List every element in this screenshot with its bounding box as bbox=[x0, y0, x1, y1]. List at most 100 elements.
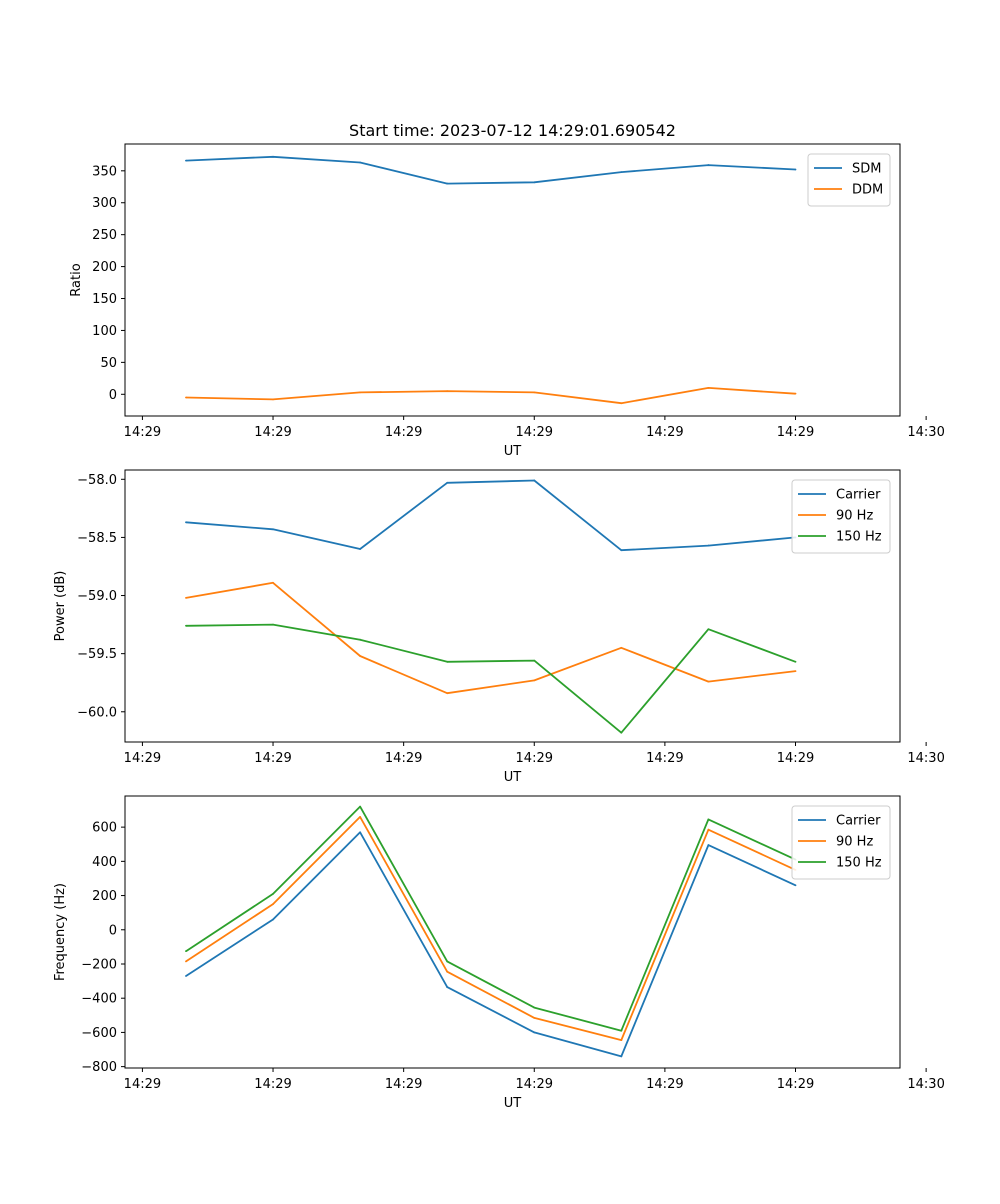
panel-2-series-150-hz-point bbox=[620, 731, 623, 734]
panel-3-legend-label-carrier: Carrier bbox=[836, 814, 881, 829]
panel-2-series-150-hz-point bbox=[359, 638, 362, 641]
panel-1-y-tick-label: 100 bbox=[92, 324, 117, 339]
panel-2-series-90-hz-point bbox=[446, 692, 449, 695]
panel-1-x-tick-label: 14:29 bbox=[646, 425, 683, 440]
panel-2-series-carrier-point bbox=[272, 528, 274, 531]
panel-2-legend-box bbox=[791, 479, 891, 554]
panel-3-legend-label-90-hz: 90 Hz bbox=[836, 835, 873, 850]
panel-1-series-sdm-point bbox=[272, 155, 274, 158]
panel-2-series-carrier-point bbox=[446, 481, 449, 484]
panel-3-axes-frame bbox=[124, 795, 901, 1069]
panel-3-legend-label-150-hz: 150 Hz bbox=[836, 856, 882, 871]
panel-3-x-axis-label: UT bbox=[504, 1096, 522, 1111]
panel-1-series-ddm-point bbox=[359, 391, 362, 394]
panel-2-x-axis-label: UT bbox=[504, 770, 522, 785]
panel-1-x-tick-label: 14:29 bbox=[777, 425, 814, 440]
panel-2-x-tick-label: 14:29 bbox=[124, 751, 161, 766]
panel-1-series-sdm-line bbox=[185, 155, 796, 185]
panel-2-series-90-hz-point bbox=[359, 655, 362, 657]
panel-1-series-sdm-point bbox=[533, 181, 536, 184]
panel-2-series-90-hz-line bbox=[185, 581, 796, 695]
panel-3: 14:29 14:29 14:29 14:29 14:29 14:29 14:30 −800 −… bbox=[53, 795, 945, 1111]
panel-3-y-tick-label: −200 bbox=[81, 957, 117, 972]
panel-2-series-90-hz-point bbox=[620, 646, 623, 649]
panel-1-series-sdm-point bbox=[446, 182, 449, 185]
panel-2-x-tick-label: 14:29 bbox=[254, 751, 291, 766]
panel-1-series-ddm-point bbox=[185, 396, 187, 399]
panel-1-series-ddm-point bbox=[620, 402, 623, 405]
panel-3-series-150-hz-point bbox=[707, 818, 710, 821]
panel-2-x-tick-label: 14:29 bbox=[777, 751, 814, 766]
panel-1-legend-label-sdm: SDM bbox=[852, 162, 881, 177]
panel-1-series-sdm-point bbox=[794, 168, 797, 171]
panel-1-series-ddm-point bbox=[707, 387, 710, 389]
panel-3-legend-box bbox=[791, 805, 891, 880]
panel-2-x-tick-label: 14:29 bbox=[646, 751, 683, 766]
panel-1-y-tick-label: 50 bbox=[100, 356, 117, 371]
panel-3-series-90-hz-point bbox=[707, 828, 710, 831]
panel-2-series-90-hz-point bbox=[533, 679, 536, 682]
panel-1-y-axis-label: Ratio bbox=[69, 263, 84, 296]
panel-1-x-axis-label: UT bbox=[504, 444, 522, 459]
panel-3-y-axis-label: Frequency (Hz) bbox=[53, 883, 68, 981]
panel-1-series-ddm-point bbox=[533, 391, 536, 394]
panel-2-x-tick-label: 14:30 bbox=[907, 751, 944, 766]
panel-1-y-tick-label: 250 bbox=[92, 228, 117, 243]
panel-2-series-150-hz-point bbox=[272, 623, 274, 626]
panel-2-series-carrier-point bbox=[707, 544, 710, 547]
panel-2: 14:29 14:29 14:29 14:29 14:29 14:29 14:30 −60.0… bbox=[53, 469, 945, 785]
panel-3-x-tick-label: 14:29 bbox=[254, 1077, 291, 1092]
panel-1-x-tick-label: 14:29 bbox=[385, 425, 422, 440]
panel-3-series-150-hz-point bbox=[185, 950, 187, 953]
panel-1-series-ddm-point bbox=[794, 392, 797, 395]
panel-1-x-tick-label: 14:29 bbox=[516, 425, 553, 440]
panel-2-series-150-hz-line bbox=[185, 623, 796, 734]
panel-2-series-150-hz-point bbox=[185, 624, 187, 627]
panel-2-series-carrier-point bbox=[620, 549, 623, 552]
panel-1-axes-frame bbox=[124, 143, 901, 417]
panel-2-series-carrier-point bbox=[533, 479, 536, 482]
panel-3-x-tick-label: 14:29 bbox=[124, 1077, 161, 1092]
panel-1-y-tick-label: 350 bbox=[92, 164, 117, 179]
panel-3-y-tick-label: 600 bbox=[92, 821, 117, 836]
panel-3-y-tick-label: 0 bbox=[109, 923, 117, 938]
panel-3-series-150-hz-point bbox=[272, 892, 274, 895]
panel-3-series-carrier-point bbox=[620, 1055, 623, 1058]
panel-3-series-carrier-point bbox=[533, 1031, 536, 1034]
panel-2-series-carrier-line bbox=[185, 479, 796, 552]
panel-2-series-90-hz-point bbox=[272, 581, 274, 584]
panel-3-y-tick-label: 200 bbox=[92, 889, 117, 904]
panel-2-series-150-hz-point bbox=[707, 628, 710, 631]
panel-2-legend-label-150-hz: 150 Hz bbox=[836, 530, 882, 545]
panel-3-series-90-hz-point bbox=[185, 960, 187, 963]
panel-2-series-carrier-point bbox=[359, 548, 362, 550]
panel-3-x-tick-label: 14:30 bbox=[907, 1077, 944, 1092]
panel-3-y-tick-label: −400 bbox=[81, 992, 117, 1007]
panel-3-series-90-hz-point bbox=[533, 1016, 536, 1019]
panel-1-series-ddm-point bbox=[272, 398, 274, 401]
panel-2-series-90-hz-point bbox=[707, 680, 710, 683]
panel-2-series-carrier-point bbox=[185, 521, 187, 524]
panel-2-legend-label-90-hz: 90 Hz bbox=[836, 509, 873, 524]
panel-1: 14:29 14:29 14:29 14:29 14:29 14:29 14:30 0 50 10… bbox=[69, 143, 945, 459]
panel-3-x-tick-label: 14:29 bbox=[646, 1077, 683, 1092]
panel-3-x-tick-label: 14:29 bbox=[385, 1077, 422, 1092]
panel-3-series-90-hz-point bbox=[446, 970, 449, 973]
panel-2-x-tick-label: 14:29 bbox=[385, 751, 422, 766]
panel-3-series-carrier-line bbox=[185, 831, 796, 1058]
panel-1-series-sdm-point bbox=[620, 171, 623, 173]
panel-2-y-axis-label: Power (dB) bbox=[53, 571, 68, 642]
panel-3-series-carrier-point bbox=[446, 986, 449, 988]
panel-2-y-tick-label: −58.0 bbox=[77, 473, 117, 488]
panel-1-y-tick-label: 300 bbox=[92, 196, 117, 211]
panel-1-series-sdm-point bbox=[707, 164, 710, 166]
panel-1-legend-box bbox=[807, 153, 891, 207]
panel-2-series-150-hz-point bbox=[794, 660, 797, 663]
panel-1-y-tick-label: 150 bbox=[92, 292, 117, 307]
panel-3-series-carrier-point bbox=[707, 844, 710, 846]
panel-2-series-150-hz-point bbox=[533, 659, 536, 662]
figure-title: Start time: 2023-07-12 14:29:01.690542 bbox=[349, 121, 676, 140]
panel-3-x-tick-label: 14:29 bbox=[777, 1077, 814, 1092]
panel-3-series-carrier-point bbox=[359, 831, 362, 834]
panel-2-y-tick-label: −59.0 bbox=[77, 589, 117, 604]
